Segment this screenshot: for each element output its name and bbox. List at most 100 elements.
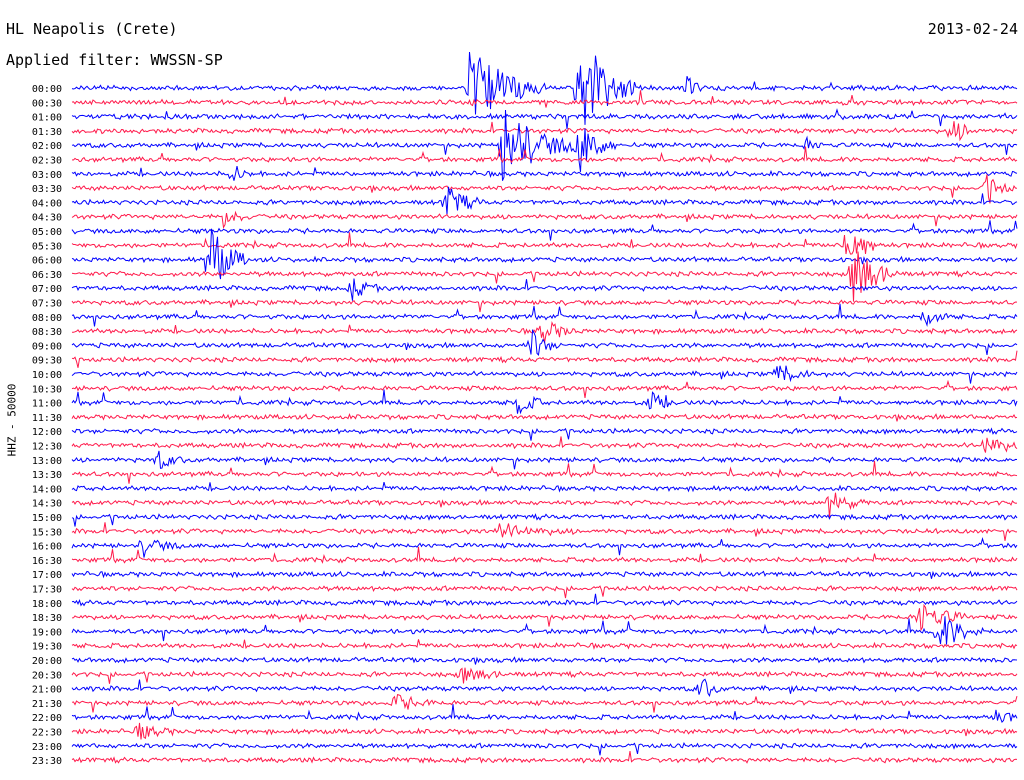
trace-1100	[71, 389, 1018, 415]
trace-0700	[71, 278, 1018, 301]
row-label: 10:30	[32, 384, 62, 395]
trace-0930	[71, 350, 1018, 368]
trace-1600	[71, 537, 1018, 558]
trace-1730	[71, 584, 1018, 599]
trace-1700	[71, 570, 1018, 579]
trace-1000	[71, 365, 1018, 384]
row-label: 23:30	[32, 756, 62, 767]
row-label: 02:30	[32, 156, 62, 167]
trace-0800	[71, 303, 1018, 327]
row-label: 08:00	[32, 313, 62, 324]
row-label: 04:30	[32, 213, 62, 224]
trace-0000	[71, 51, 1018, 125]
row-label: 09:30	[32, 356, 62, 367]
trace-0130	[71, 121, 1018, 142]
trace-0230	[71, 146, 1018, 164]
row-label: 01:30	[32, 127, 62, 138]
trace-0900	[71, 328, 1018, 356]
row-label: 22:30	[32, 728, 62, 739]
trace-0330	[71, 174, 1018, 204]
row-label: 13:00	[32, 456, 62, 467]
row-label: 16:30	[32, 556, 62, 567]
trace-2200	[71, 704, 1018, 724]
row-label: 20:30	[32, 670, 62, 681]
trace-0100	[71, 108, 1018, 130]
trace-0830	[72, 320, 1018, 344]
trace-1830	[71, 603, 1018, 632]
row-label: 04:00	[32, 198, 62, 209]
trace-0530	[71, 232, 1018, 255]
row-label: 21:30	[32, 699, 62, 710]
trace-1400	[71, 481, 1018, 493]
row-label: 11:00	[32, 399, 62, 410]
trace-2230	[71, 722, 1018, 740]
row-label: 05:30	[32, 241, 62, 252]
row-label: 23:00	[32, 742, 62, 753]
trace-2100	[71, 678, 1018, 697]
row-label: 12:00	[32, 427, 62, 438]
trace-1930	[71, 639, 1018, 650]
trace-0500	[71, 220, 1018, 241]
trace-1200	[71, 427, 1018, 441]
trace-1330	[71, 461, 1018, 484]
trace-1630	[71, 546, 1018, 564]
row-label: 17:30	[32, 585, 62, 596]
filter-label: Applied filter: WWSSN-SP	[6, 51, 223, 69]
row-label: 07:00	[32, 284, 62, 295]
station-title: HL Neapolis (Crete)	[6, 20, 178, 38]
row-label: 18:00	[32, 599, 62, 610]
row-label: 10:00	[32, 370, 62, 381]
trace-1530	[71, 522, 1017, 541]
trace-0400	[71, 186, 1018, 215]
row-label: 13:30	[32, 470, 62, 481]
row-label: 08:30	[32, 327, 62, 338]
row-label: 03:00	[32, 170, 62, 181]
row-label: 06:00	[32, 256, 62, 267]
row-label: 15:00	[32, 513, 62, 524]
date-label: 2013-02-24	[927, 20, 1018, 38]
trace-1800	[71, 593, 1018, 607]
row-label: 14:00	[32, 484, 62, 495]
trace-1300	[71, 450, 1018, 470]
trace-0600	[71, 228, 1018, 280]
trace-2300	[71, 742, 1018, 756]
trace-0030	[71, 90, 1018, 108]
row-label: 20:00	[32, 656, 62, 667]
trace-0200	[71, 109, 1018, 181]
trace-2330	[71, 751, 1018, 764]
row-label: 11:30	[32, 413, 62, 424]
row-label: 22:00	[32, 713, 62, 724]
row-label: 19:00	[32, 627, 62, 638]
row-label: 00:00	[32, 84, 62, 95]
trace-1230	[71, 436, 1018, 453]
trace-1130	[71, 412, 1018, 422]
row-label: 17:00	[32, 570, 62, 581]
trace-1430	[71, 492, 1018, 518]
row-label: 05:00	[32, 227, 62, 238]
row-label: 01:00	[32, 113, 62, 124]
row-label: 12:30	[32, 442, 62, 453]
row-label: 03:30	[32, 184, 62, 195]
trace-0730	[71, 298, 1018, 313]
row-label: 06:30	[32, 270, 62, 281]
row-label: 07:30	[32, 299, 62, 310]
trace-0300	[71, 165, 1018, 181]
row-label: 21:00	[32, 685, 62, 696]
seismic-traces	[71, 51, 1018, 764]
trace-0430	[71, 210, 1018, 229]
trace-1030	[71, 379, 1018, 398]
row-label: 16:00	[32, 542, 62, 553]
row-time-labels: 00:00 00:30 01:00 01:30 02:00 02:30 03:00 03:30…	[32, 84, 62, 767]
trace-0630	[71, 251, 1018, 302]
row-label: 14:30	[32, 499, 62, 510]
row-label: 02:00	[32, 141, 62, 152]
trace-2130	[71, 693, 1018, 713]
row-label: 15:30	[32, 527, 62, 538]
trace-2000	[71, 656, 1018, 665]
trace-1500	[71, 513, 1018, 527]
row-label: 00:30	[32, 98, 62, 109]
row-label: 09:00	[32, 341, 62, 352]
row-label: 18:30	[32, 613, 62, 624]
row-label: 19:30	[32, 642, 62, 653]
